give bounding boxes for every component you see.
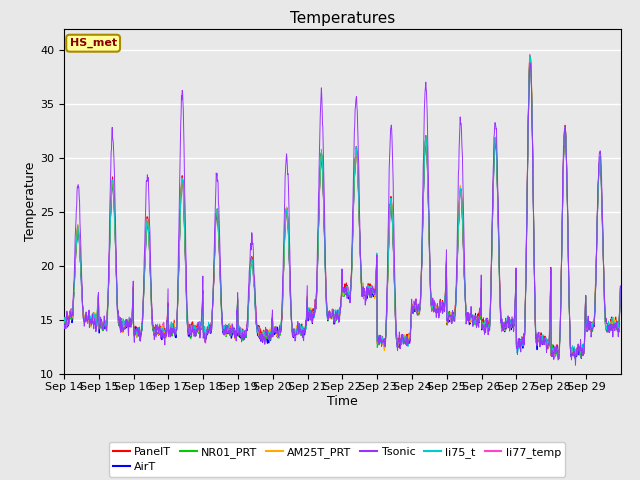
li75_t	[526, 53, 534, 59]
PanelT	[616, 284, 624, 290]
li77_temp	[577, 355, 585, 360]
AM25T_PRT	[527, 55, 534, 61]
PanelT	[328, 313, 335, 319]
AirT	[616, 284, 624, 290]
PanelT	[610, 319, 618, 324]
AM25T_PRT	[474, 316, 481, 322]
PanelT	[556, 339, 563, 345]
AirT	[610, 319, 618, 324]
AM25T_PRT	[556, 341, 563, 347]
AirT	[526, 56, 534, 62]
AM25T_PRT	[317, 153, 325, 159]
Y-axis label: Temperature: Temperature	[24, 162, 37, 241]
NR01_PRT	[572, 357, 579, 363]
Tsonic	[616, 283, 624, 289]
NR01_PRT	[474, 315, 481, 321]
Tsonic	[572, 362, 579, 368]
Title: Temperatures: Temperatures	[290, 11, 395, 26]
li77_temp	[60, 319, 68, 324]
li75_t	[147, 285, 155, 290]
li77_temp	[610, 319, 618, 325]
PanelT	[317, 151, 325, 157]
AirT	[328, 311, 335, 317]
Tsonic	[526, 60, 534, 66]
X-axis label: Time: Time	[327, 395, 358, 408]
AM25T_PRT	[616, 286, 624, 291]
li77_temp	[317, 153, 325, 158]
AM25T_PRT	[147, 290, 155, 296]
li77_temp	[474, 317, 481, 323]
NR01_PRT	[317, 152, 325, 158]
Line: Tsonic: Tsonic	[64, 63, 620, 365]
Text: HS_met: HS_met	[70, 38, 116, 48]
AirT	[555, 356, 563, 362]
li75_t	[610, 319, 618, 325]
Tsonic	[147, 279, 155, 285]
NR01_PRT	[556, 350, 563, 356]
li75_t	[555, 354, 563, 360]
Tsonic	[328, 316, 335, 322]
AM25T_PRT	[328, 311, 335, 316]
AM25T_PRT	[550, 353, 557, 359]
AM25T_PRT	[60, 317, 68, 323]
Line: PanelT: PanelT	[64, 57, 620, 360]
NR01_PRT	[610, 318, 618, 324]
Legend: PanelT, AirT, NR01_PRT, AM25T_PRT, Tsonic, li75_t, li77_temp: PanelT, AirT, NR01_PRT, AM25T_PRT, Tsoni…	[109, 442, 565, 477]
Tsonic	[60, 324, 68, 330]
Line: li77_temp: li77_temp	[64, 55, 620, 358]
NR01_PRT	[616, 286, 624, 292]
PanelT	[527, 54, 534, 60]
AirT	[147, 292, 155, 298]
PanelT	[60, 322, 68, 328]
Line: NR01_PRT: NR01_PRT	[64, 57, 620, 360]
AirT	[60, 323, 68, 328]
Line: AirT: AirT	[64, 59, 620, 359]
Tsonic	[556, 351, 563, 357]
AirT	[317, 151, 325, 157]
NR01_PRT	[147, 289, 155, 295]
AM25T_PRT	[610, 315, 618, 321]
li77_temp	[616, 283, 624, 288]
li77_temp	[328, 309, 335, 314]
li75_t	[556, 341, 563, 347]
PanelT	[555, 357, 563, 363]
Tsonic	[610, 322, 618, 328]
li75_t	[616, 285, 624, 290]
NR01_PRT	[60, 318, 68, 324]
li77_temp	[526, 52, 534, 58]
li77_temp	[556, 349, 563, 355]
li75_t	[60, 314, 68, 320]
NR01_PRT	[328, 308, 335, 314]
AirT	[556, 343, 563, 349]
Line: li75_t: li75_t	[64, 56, 620, 357]
NR01_PRT	[526, 54, 534, 60]
li75_t	[317, 154, 325, 160]
Tsonic	[474, 318, 481, 324]
li75_t	[328, 310, 335, 316]
Tsonic	[317, 98, 325, 104]
li75_t	[474, 320, 481, 325]
Line: AM25T_PRT: AM25T_PRT	[64, 58, 620, 356]
PanelT	[147, 286, 155, 292]
li77_temp	[147, 290, 155, 296]
PanelT	[474, 314, 481, 320]
AirT	[474, 316, 481, 322]
